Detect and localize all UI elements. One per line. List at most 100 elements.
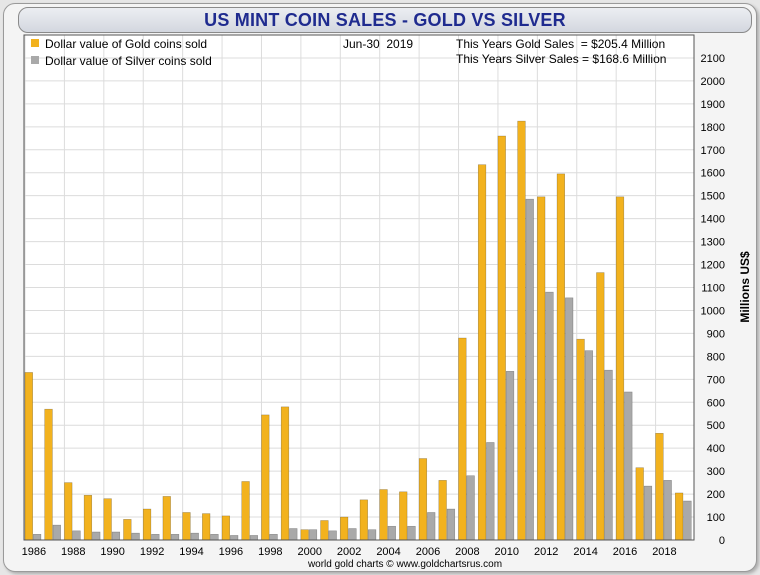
gold-bar — [83, 494, 93, 541]
silver-bar — [407, 525, 416, 541]
legend-gold-label: Dollar value of Gold coins sold — [45, 37, 207, 51]
x-tick-label: 2016 — [613, 546, 637, 558]
gold-bar — [438, 480, 447, 541]
gold-bar — [399, 491, 408, 541]
gold-bar — [517, 120, 526, 541]
y-tick-label: 900 — [707, 328, 725, 340]
x-tick-label: 2006 — [416, 546, 440, 558]
gold-bar — [615, 196, 625, 541]
gold-bar — [103, 498, 112, 541]
x-tick-label: 2014 — [573, 546, 597, 558]
x-tick-label: 1992 — [140, 546, 164, 558]
y-tick-label: 2100 — [701, 53, 725, 65]
gold-bar — [280, 406, 290, 541]
silver-bar — [525, 198, 534, 541]
y-tick-label: 1600 — [701, 168, 725, 180]
silver-bar — [308, 529, 318, 541]
silver-bar — [545, 291, 554, 541]
silver-bar — [486, 442, 495, 541]
y-axis-label: Millions US$ — [738, 251, 752, 323]
gold-bar — [497, 135, 506, 541]
silver-bar — [368, 529, 377, 541]
x-tick-label: 2004 — [376, 546, 400, 558]
silver-bar — [33, 534, 42, 541]
gold-bar — [300, 529, 309, 541]
y-tick-label: 600 — [707, 397, 725, 409]
x-tick-label: 1994 — [179, 546, 203, 558]
silver-bar — [565, 297, 574, 541]
gold-bar — [44, 408, 53, 541]
gold-bar — [241, 481, 250, 541]
plot-border — [23, 34, 695, 541]
x-tick-label: 2002 — [337, 546, 361, 558]
gold-bar — [359, 499, 368, 541]
silver-bar — [269, 534, 278, 541]
gold-bar — [576, 338, 585, 541]
silver-bar — [210, 534, 219, 541]
x-tick-label: 1996 — [219, 546, 243, 558]
gold-bar — [162, 496, 171, 541]
legend: Dollar value of Gold coins sold Dollar v… — [31, 37, 212, 68]
x-tick-label: 2000 — [297, 546, 321, 558]
silver-bar — [289, 528, 298, 541]
y-tick-label: 200 — [707, 489, 725, 501]
y-tick-label: 1900 — [701, 99, 725, 111]
x-tick-label: 1988 — [61, 546, 85, 558]
gold-bar — [596, 272, 605, 541]
silver-bar — [663, 480, 672, 541]
y-tick-label: 800 — [707, 351, 725, 363]
gold-bar — [537, 196, 546, 541]
legend-silver-label: Dollar value of Silver coins sold — [45, 54, 212, 68]
y-tick-label: 2000 — [701, 76, 725, 88]
y-tick-label: 1700 — [701, 145, 725, 157]
silver-bar — [72, 530, 81, 541]
gold-bar — [340, 516, 349, 541]
x-tick-label: 1998 — [258, 546, 282, 558]
silver-bar — [249, 535, 258, 541]
silver-bar — [387, 525, 396, 541]
y-tick-label: 1500 — [701, 191, 725, 203]
y-tick-label: 700 — [707, 374, 725, 386]
gold-bar — [477, 164, 487, 541]
x-tick-label: 2008 — [455, 546, 479, 558]
gold-bar — [202, 513, 211, 541]
x-tick-label: 2012 — [534, 546, 558, 558]
y-tick-label: 1200 — [701, 260, 725, 272]
silver-sales-summary: This Years Silver Sales = $168.6 Million — [456, 52, 666, 66]
gold-bar — [675, 492, 684, 541]
y-tick-label: 400 — [707, 443, 725, 455]
silver-bar — [111, 531, 121, 541]
y-tick-label: 1100 — [701, 283, 725, 295]
footer-credit: world gold charts © www.goldchartsrus.co… — [307, 559, 502, 570]
silver-bar — [604, 369, 613, 541]
y-tick-label: 1800 — [701, 122, 725, 134]
legend-silver-swatch — [31, 56, 39, 64]
silver-bar — [151, 534, 160, 541]
silver-bar — [52, 524, 61, 541]
silver-bar — [230, 535, 239, 541]
silver-bar — [328, 530, 337, 541]
date-label: Jun-30 2019 — [343, 37, 413, 51]
silver-bar — [466, 475, 475, 541]
legend-gold-swatch — [31, 39, 39, 47]
y-tick-label: 1400 — [701, 214, 725, 226]
x-tick-label: 1990 — [100, 546, 124, 558]
gold-bar — [635, 467, 644, 541]
gold-bar — [24, 372, 33, 541]
silver-bar — [427, 512, 436, 541]
chart-title: US MINT COIN SALES - GOLD VS SILVER — [18, 7, 752, 33]
y-tick-label: 1300 — [701, 237, 725, 249]
gold-bar — [320, 520, 329, 541]
silver-bar — [584, 350, 593, 541]
gold-bar — [418, 458, 428, 541]
silver-bar — [683, 500, 692, 541]
silver-bar — [348, 528, 357, 541]
silver-bar — [190, 532, 199, 541]
silver-bar — [92, 531, 101, 541]
gold-bar — [261, 414, 270, 541]
silver-bar — [624, 391, 633, 541]
y-tick-label: 0 — [719, 535, 725, 547]
silver-bar — [643, 485, 653, 541]
y-tick-label: 300 — [707, 466, 725, 478]
